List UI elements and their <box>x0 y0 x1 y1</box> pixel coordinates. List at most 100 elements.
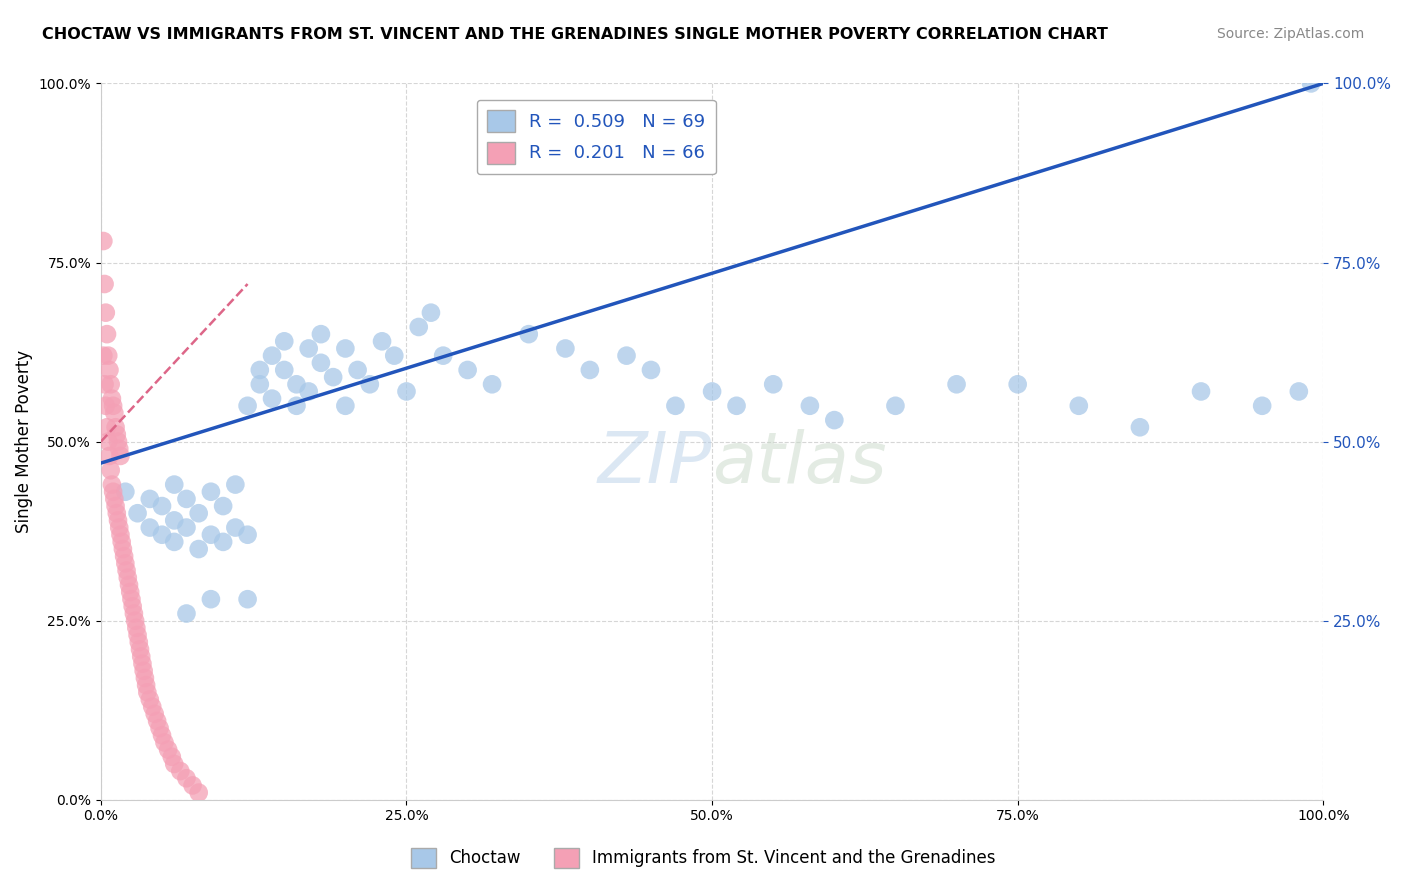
Point <box>725 399 748 413</box>
Point <box>135 678 157 692</box>
Point <box>457 363 479 377</box>
Point <box>309 356 332 370</box>
Point <box>128 635 150 649</box>
Point <box>554 342 576 356</box>
Point <box>249 377 271 392</box>
Point <box>181 779 204 793</box>
Point <box>136 685 159 699</box>
Point <box>153 735 176 749</box>
Point <box>224 477 246 491</box>
Point <box>124 614 146 628</box>
Legend: R =  0.509   N = 69, R =  0.201   N = 66: R = 0.509 N = 69, R = 0.201 N = 66 <box>477 100 716 174</box>
Point <box>285 377 308 392</box>
Point <box>176 491 198 506</box>
Point <box>139 491 162 506</box>
Point <box>129 642 152 657</box>
Point <box>131 657 153 671</box>
Point <box>150 728 173 742</box>
Point <box>700 384 723 399</box>
Point <box>150 527 173 541</box>
Point <box>117 571 139 585</box>
Point <box>212 499 235 513</box>
Point <box>104 420 127 434</box>
Text: atlas: atlas <box>711 428 887 498</box>
Point <box>200 484 222 499</box>
Point <box>104 499 127 513</box>
Point <box>127 506 149 520</box>
Point <box>420 306 443 320</box>
Point <box>139 692 162 706</box>
Point <box>395 384 418 399</box>
Point <box>118 578 141 592</box>
Point <box>163 756 186 771</box>
Point <box>103 491 125 506</box>
Point <box>359 377 381 392</box>
Point <box>884 399 907 413</box>
Point <box>169 764 191 778</box>
Point <box>1288 384 1310 399</box>
Point <box>125 621 148 635</box>
Point <box>799 399 821 413</box>
Point <box>187 786 209 800</box>
Point <box>97 434 120 449</box>
Point <box>98 449 121 463</box>
Point <box>143 706 166 721</box>
Point <box>122 607 145 621</box>
Text: CHOCTAW VS IMMIGRANTS FROM ST. VINCENT AND THE GRENADINES SINGLE MOTHER POVERTY : CHOCTAW VS IMMIGRANTS FROM ST. VINCENT A… <box>42 27 1108 42</box>
Point <box>236 399 259 413</box>
Point <box>408 320 430 334</box>
Point <box>163 534 186 549</box>
Point <box>101 477 124 491</box>
Point <box>110 449 132 463</box>
Point <box>298 342 321 356</box>
Point <box>101 484 124 499</box>
Point <box>111 534 134 549</box>
Point <box>249 363 271 377</box>
Text: Source: ZipAtlas.com: Source: ZipAtlas.com <box>1216 27 1364 41</box>
Legend: Choctaw, Immigrants from St. Vincent and the Grenadines: Choctaw, Immigrants from St. Vincent and… <box>404 841 1002 875</box>
Point <box>163 513 186 527</box>
Point <box>107 513 129 527</box>
Point <box>285 399 308 413</box>
Point <box>260 349 283 363</box>
Point <box>640 363 662 377</box>
Point <box>141 699 163 714</box>
Point <box>108 442 131 456</box>
Point <box>1129 420 1152 434</box>
Point <box>107 434 129 449</box>
Point <box>98 363 121 377</box>
Point <box>93 349 115 363</box>
Point <box>94 306 117 320</box>
Point <box>120 585 142 599</box>
Point <box>176 520 198 534</box>
Point <box>127 628 149 642</box>
Point <box>115 564 138 578</box>
Point <box>160 749 183 764</box>
Point <box>148 721 170 735</box>
Point <box>96 327 118 342</box>
Point <box>114 557 136 571</box>
Point <box>945 377 967 392</box>
Point <box>1251 399 1274 413</box>
Point <box>114 484 136 499</box>
Point <box>105 427 128 442</box>
Point <box>132 664 155 678</box>
Point <box>93 377 115 392</box>
Point <box>187 542 209 557</box>
Point <box>187 506 209 520</box>
Point <box>96 420 118 434</box>
Point <box>1007 377 1029 392</box>
Point <box>94 399 117 413</box>
Point <box>236 527 259 541</box>
Point <box>1299 77 1322 91</box>
Point <box>93 277 115 291</box>
Point <box>382 349 405 363</box>
Point <box>176 607 198 621</box>
Point <box>150 499 173 513</box>
Point <box>97 349 120 363</box>
Point <box>335 399 357 413</box>
Point <box>823 413 845 427</box>
Point <box>762 377 785 392</box>
Point <box>346 363 368 377</box>
Point <box>1189 384 1212 399</box>
